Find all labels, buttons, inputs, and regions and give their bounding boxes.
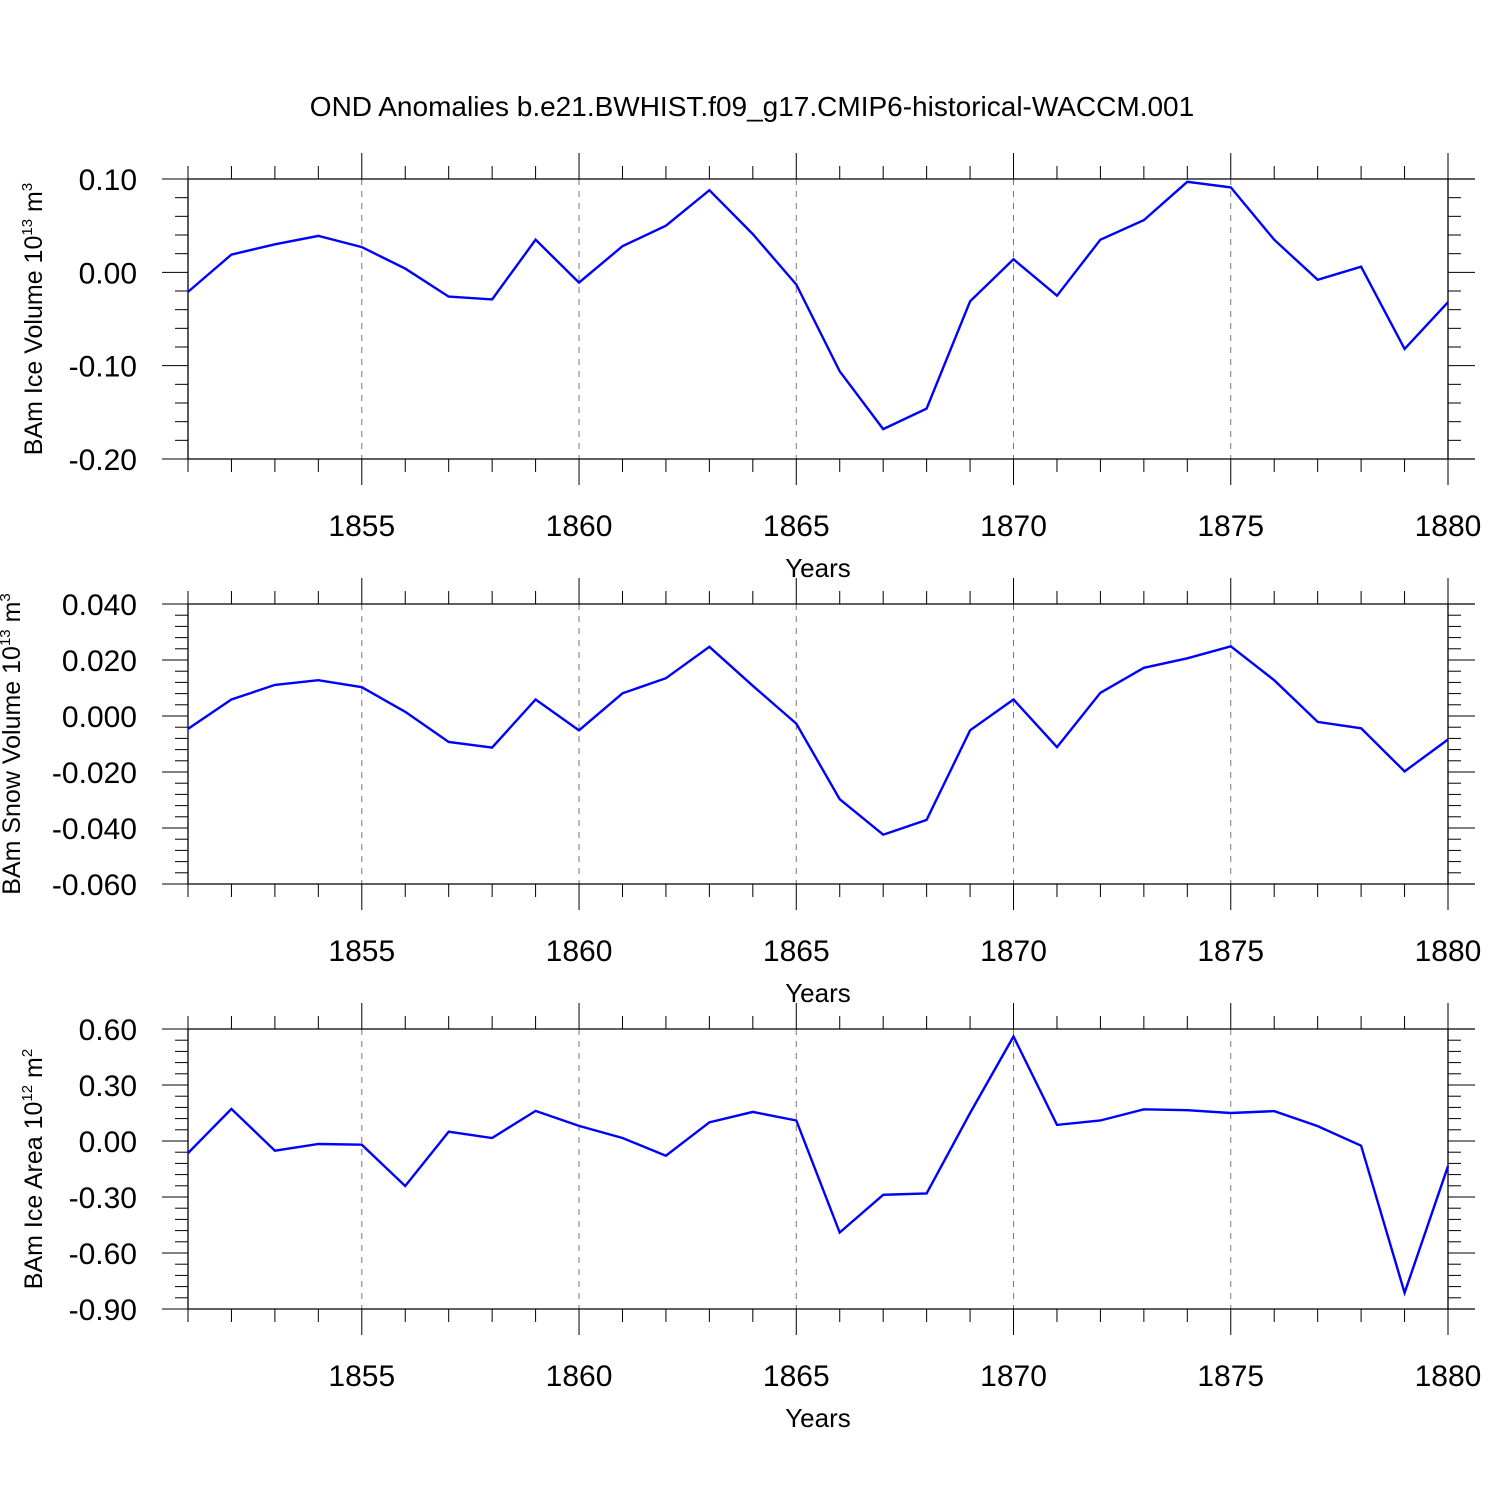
y-axis-title: BAm Ice Area 1012 m2	[19, 1049, 48, 1289]
y-tick-label: -0.90	[69, 1294, 137, 1327]
y-axis-title-part: BAm Ice Area 10	[20, 1102, 48, 1290]
x-tick-label: 1875	[1197, 510, 1264, 543]
x-axis-title: Years	[785, 1403, 851, 1433]
y-tick-label: -0.10	[69, 351, 137, 384]
figure-title: OND Anomalies b.e21.BWHIST.f09_g17.CMIP6…	[310, 91, 1194, 122]
y-tick-label: 0.000	[62, 701, 137, 734]
y-tick-label: 0.040	[62, 589, 137, 622]
y-tick-label: -0.020	[52, 757, 137, 790]
y-tick-label: 0.30	[79, 1070, 137, 1103]
y-tick-label: -0.040	[52, 813, 137, 846]
y-axis-title-part: m	[0, 602, 26, 630]
y-tick-label: 0.00	[79, 257, 137, 290]
y-tick-label: 0.020	[62, 645, 137, 678]
panel-2: -0.060 -0.040 -0.020 0.000 0.020 0.040 1855 186…	[0, 578, 1481, 1008]
y-axis-title-part: m	[20, 1057, 48, 1085]
x-tick-label: 1880	[1415, 1360, 1482, 1393]
x-tick-label: 1855	[328, 935, 395, 968]
x-tick-label: 1875	[1197, 1360, 1264, 1393]
y-axis-title-superscript: 13	[0, 629, 14, 646]
series-line	[187, 644, 1449, 837]
y-axis-title: BAm Snow Volume 1013 m3	[0, 593, 26, 895]
x-tick-label: 1880	[1415, 935, 1482, 968]
x-tick-label: 1875	[1197, 935, 1264, 968]
panel-1: -0.20 -0.10 0.00 0.10 1855 1860 1865 1870 1875 18…	[19, 153, 1481, 583]
x-tick-label: 1870	[980, 1360, 1047, 1393]
y-axis-title-superscript: 2	[19, 1049, 36, 1057]
x-axis-title: Years	[785, 978, 851, 1008]
y-tick-label: 0.00	[79, 1126, 137, 1159]
y-tick-label: -0.060	[52, 869, 137, 902]
y-axis-title-superscript: 12	[19, 1085, 36, 1102]
x-tick-label: 1855	[328, 510, 395, 543]
y-tick-label: -0.30	[69, 1182, 137, 1215]
x-tick-label: 1880	[1415, 510, 1482, 543]
y-axis-title-part: BAm Ice Volume 10	[20, 236, 48, 456]
y-tick-label: -0.60	[69, 1238, 137, 1271]
x-tick-label: 1870	[980, 935, 1047, 968]
x-tick-label: 1860	[546, 1360, 613, 1393]
x-tick-label: 1865	[763, 935, 830, 968]
y-axis-title-superscript: 3	[0, 593, 14, 601]
y-tick-label: 0.60	[79, 1014, 137, 1047]
x-tick-label: 1855	[328, 1360, 395, 1393]
y-axis-title-part: m	[20, 191, 48, 219]
y-axis-title-part: BAm Snow Volume 10	[0, 646, 26, 895]
y-tick-label: -0.20	[69, 444, 137, 477]
y-tick-label: 0.10	[79, 164, 137, 197]
series-line	[187, 180, 1449, 431]
x-tick-label: 1860	[546, 935, 613, 968]
x-tick-label: 1865	[763, 1360, 830, 1393]
x-axis-title: Years	[785, 553, 851, 583]
y-axis-title-superscript: 3	[19, 183, 36, 191]
panel-3: -0.90 -0.60 -0.30 0.00 0.30 0.60 1855 1860 1865 1…	[19, 1003, 1481, 1433]
x-tick-label: 1860	[546, 510, 613, 543]
x-tick-label: 1865	[763, 510, 830, 543]
series-line	[187, 1033, 1450, 1297]
x-tick-label: 1870	[980, 510, 1047, 543]
y-axis-title-superscript: 13	[19, 219, 36, 236]
y-axis-title: BAm Ice Volume 1013 m3	[19, 183, 48, 455]
